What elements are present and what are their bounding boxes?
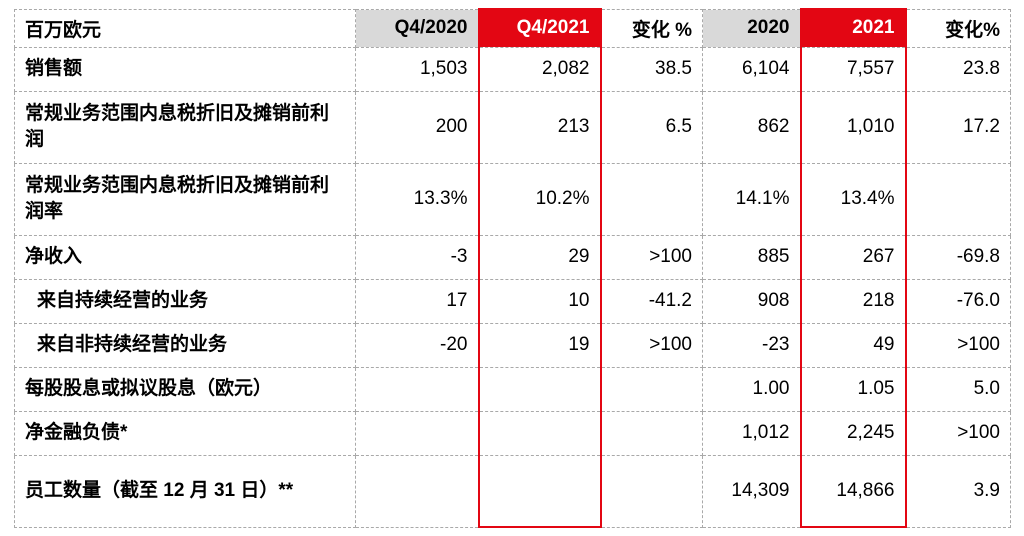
table-row-sales: 销售额 1,503 2,082 38.5 6,104 7,557 23.8 bbox=[14, 46, 1011, 92]
value-cell bbox=[355, 366, 479, 412]
value-cell: 2,082 bbox=[477, 46, 602, 92]
value-cell: 6,104 bbox=[702, 46, 801, 92]
value-cell: >100 bbox=[905, 322, 1011, 368]
value-cell: 6.5 bbox=[600, 90, 703, 164]
value-cell bbox=[355, 454, 479, 528]
value-cell bbox=[477, 366, 602, 412]
table-row-dividend: 每股股息或拟议股息（欧元） 1.00 1.05 5.0 bbox=[14, 366, 1011, 412]
value-cell: 7,557 bbox=[799, 46, 907, 92]
row-label: 每股股息或拟议股息（欧元） bbox=[14, 366, 356, 412]
column-header-2021: 2021 bbox=[799, 8, 907, 48]
column-header-q4-2020: Q4/2020 bbox=[355, 8, 479, 48]
value-cell: -3 bbox=[355, 234, 479, 280]
value-cell: 1,012 bbox=[702, 410, 801, 456]
value-cell: 218 bbox=[799, 278, 907, 324]
row-label: 员工数量（截至 12 月 31 日）** bbox=[14, 454, 356, 528]
value-cell: 1.05 bbox=[799, 366, 907, 412]
row-label: 常规业务范围内息税折旧及摊销前利润率 bbox=[14, 162, 356, 236]
value-cell: 885 bbox=[702, 234, 801, 280]
row-label: 来自非持续经营的业务 bbox=[14, 322, 356, 368]
table-row-ebitda: 常规业务范围内息税折旧及摊销前利润 200 213 6.5 862 1,010 … bbox=[14, 90, 1011, 164]
value-cell bbox=[477, 454, 602, 528]
table-row-net-financial-debt: 净金融负债* 1,012 2,245 >100 bbox=[14, 410, 1011, 456]
value-cell: 862 bbox=[702, 90, 801, 164]
value-cell: 13.3% bbox=[355, 162, 479, 236]
value-cell: 23.8 bbox=[905, 46, 1011, 92]
value-cell bbox=[600, 454, 703, 528]
row-label: 净金融负债* bbox=[14, 410, 356, 456]
column-header-q4-2021: Q4/2021 bbox=[477, 8, 602, 48]
column-header-change-fy: 变化% bbox=[905, 8, 1011, 48]
row-label: 销售额 bbox=[14, 46, 356, 92]
value-cell: -76.0 bbox=[905, 278, 1011, 324]
column-header-2020: 2020 bbox=[702, 8, 801, 48]
value-cell: 17.2 bbox=[905, 90, 1011, 164]
value-cell: >100 bbox=[600, 234, 703, 280]
row-label: 常规业务范围内息税折旧及摊销前利润 bbox=[14, 90, 356, 164]
row-label: 来自持续经营的业务 bbox=[14, 278, 356, 324]
value-cell: 17 bbox=[355, 278, 479, 324]
value-cell: -20 bbox=[355, 322, 479, 368]
value-cell bbox=[600, 410, 703, 456]
table-row-employees: 员工数量（截至 12 月 31 日）** 14,309 14,866 3.9 bbox=[14, 454, 1011, 528]
value-cell bbox=[600, 162, 703, 236]
value-cell: 38.5 bbox=[600, 46, 703, 92]
value-cell: 14,309 bbox=[702, 454, 801, 528]
header-row: 百万欧元 Q4/2020 Q4/2021 变化 % 2020 2021 变化% bbox=[14, 8, 1011, 48]
financial-table: 百万欧元 Q4/2020 Q4/2021 变化 % 2020 2021 变化% … bbox=[14, 8, 1011, 528]
value-cell: 14,866 bbox=[799, 454, 907, 528]
value-cell bbox=[600, 366, 703, 412]
value-cell: 19 bbox=[477, 322, 602, 368]
table-row-continuing-ops: 来自持续经营的业务 17 10 -41.2 908 218 -76.0 bbox=[14, 278, 1011, 324]
value-cell: 213 bbox=[477, 90, 602, 164]
value-cell bbox=[905, 162, 1011, 236]
value-cell: 267 bbox=[799, 234, 907, 280]
value-cell: >100 bbox=[905, 410, 1011, 456]
value-cell: 5.0 bbox=[905, 366, 1011, 412]
value-cell: 908 bbox=[702, 278, 801, 324]
value-cell: 1.00 bbox=[702, 366, 801, 412]
value-cell: -23 bbox=[702, 322, 801, 368]
row-label: 净收入 bbox=[14, 234, 356, 280]
value-cell bbox=[477, 410, 602, 456]
value-cell: -69.8 bbox=[905, 234, 1011, 280]
value-cell: 1,010 bbox=[799, 90, 907, 164]
table-row-ebitda-margin: 常规业务范围内息税折旧及摊销前利润率 13.3% 10.2% 14.1% 13.… bbox=[14, 162, 1011, 236]
value-cell bbox=[355, 410, 479, 456]
value-cell: 10 bbox=[477, 278, 602, 324]
value-cell: 13.4% bbox=[799, 162, 907, 236]
column-header-change-q4: 变化 % bbox=[600, 8, 703, 48]
value-cell: 200 bbox=[355, 90, 479, 164]
value-cell: 10.2% bbox=[477, 162, 602, 236]
value-cell: 2,245 bbox=[799, 410, 907, 456]
value-cell: 49 bbox=[799, 322, 907, 368]
table-row-net-income: 净收入 -3 29 >100 885 267 -69.8 bbox=[14, 234, 1011, 280]
value-cell: 29 bbox=[477, 234, 602, 280]
column-header-unit: 百万欧元 bbox=[14, 8, 356, 48]
value-cell: 3.9 bbox=[905, 454, 1011, 528]
value-cell: 1,503 bbox=[355, 46, 479, 92]
table-row-discontinued-ops: 来自非持续经营的业务 -20 19 >100 -23 49 >100 bbox=[14, 322, 1011, 368]
value-cell: >100 bbox=[600, 322, 703, 368]
value-cell: -41.2 bbox=[600, 278, 703, 324]
value-cell: 14.1% bbox=[702, 162, 801, 236]
